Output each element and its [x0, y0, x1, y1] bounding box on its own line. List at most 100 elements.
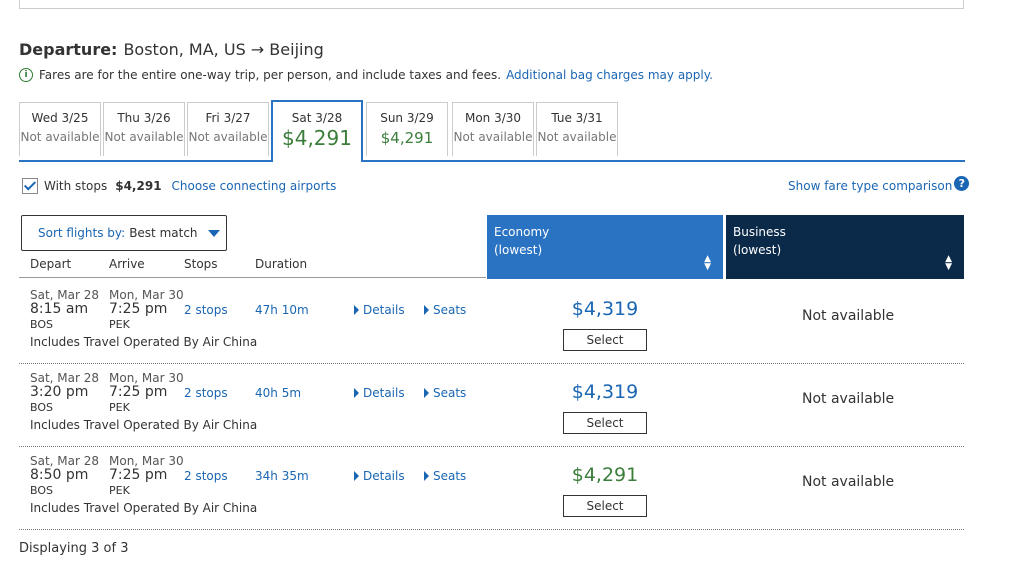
arrive-airport: PEK — [109, 401, 130, 414]
date-selector: Wed 3/25 Not available Thu 3/26 Not avai… — [19, 100, 965, 162]
info-icon: i — [19, 68, 33, 82]
date-tab-label: Thu 3/26 — [117, 111, 171, 125]
sort-label: Sort flights by: — [38, 226, 126, 240]
caret-right-icon — [424, 305, 429, 315]
fare-type-comparison-link[interactable]: Show fare type comparison — [788, 179, 953, 193]
sort-icon: ▲ ▼ — [945, 254, 952, 272]
results-count: Displaying 3 of 3 — [19, 541, 129, 556]
sort-value: Best match — [129, 226, 198, 240]
business-sub: (lowest) — [733, 243, 782, 257]
seats-link[interactable]: Seats — [424, 303, 466, 317]
sort-icon: ▲ ▼ — [704, 254, 711, 272]
column-arrive[interactable]: Arrive — [109, 257, 145, 271]
choose-connecting-airports-link[interactable]: Choose connecting airports — [171, 179, 337, 193]
date-tab-label: Sat 3/28 — [291, 111, 343, 125]
date-tab-tue-3-31[interactable]: Tue 3/31 Not available — [536, 102, 618, 156]
date-tab-value: $4,291 — [282, 126, 352, 150]
date-tab-value: $4,291 — [380, 129, 434, 147]
caret-down-icon — [207, 229, 220, 237]
stops-filter: With stops $4,291 Choose connecting airp… — [22, 178, 336, 194]
header-divider — [19, 277, 486, 278]
operator-note: Includes Travel Operated By Air China — [30, 418, 258, 432]
economy-price: $4,291 — [571, 464, 639, 486]
date-tab-sat-3-28[interactable]: Sat 3/28 $4,291 — [271, 100, 363, 162]
help-icon[interactable]: ? — [954, 175, 970, 191]
select-button[interactable]: Select — [563, 495, 647, 517]
business-fare: Not available — [802, 474, 895, 490]
duration: 40h 5m — [255, 386, 302, 400]
seats-link[interactable]: Seats — [424, 386, 466, 400]
date-tab-label: Fri 3/27 — [205, 111, 251, 125]
departure-label: Departure: — [19, 40, 118, 59]
flight-row: Sat, Mar 28 8:50 pm BOS Mon, Mar 30 7:25… — [19, 447, 964, 530]
column-stops[interactable]: Stops — [184, 257, 218, 271]
details-label: Details — [363, 303, 405, 317]
economy-sub: (lowest) — [494, 243, 543, 257]
date-tab-value: Not available — [453, 130, 533, 144]
depart-airport: BOS — [30, 401, 53, 414]
date-tab-thu-3-26[interactable]: Thu 3/26 Not available — [103, 102, 185, 156]
operator-note: Includes Travel Operated By Air China — [30, 335, 258, 349]
caret-right-icon — [354, 471, 359, 481]
with-stops-checkbox[interactable] — [22, 178, 38, 194]
details-label: Details — [363, 469, 405, 483]
seats-label: Seats — [433, 469, 467, 483]
seats-label: Seats — [433, 303, 467, 317]
select-button[interactable]: Select — [563, 412, 647, 434]
arrive-airport: PEK — [109, 318, 130, 331]
arrive-time: 7:25 pm — [109, 301, 168, 317]
flight-row: Sat, Mar 28 8:15 am BOS Mon, Mar 30 7:25… — [19, 281, 964, 364]
economy-column-header[interactable]: Economy (lowest) ▲ ▼ — [487, 215, 723, 279]
details-link[interactable]: Details — [354, 469, 405, 483]
seats-link[interactable]: Seats — [424, 469, 466, 483]
stops-link[interactable]: 2 stops — [184, 303, 228, 317]
business-column-header[interactable]: Business (lowest) ▲ ▼ — [726, 215, 964, 279]
details-link[interactable]: Details — [354, 386, 405, 400]
date-tab-wed-3-25[interactable]: Wed 3/25 Not available — [19, 102, 101, 156]
business-label: Business — [733, 225, 786, 239]
business-fare: Not available — [802, 308, 895, 324]
duration: 34h 35m — [255, 469, 309, 483]
sort-dropdown[interactable]: Sort flights by: Best match — [21, 215, 227, 251]
date-tab-value: Not available — [537, 130, 617, 144]
arrive-date: Mon, Mar 30 — [109, 454, 184, 468]
operator-note: Includes Travel Operated By Air China — [30, 501, 258, 515]
arrive-airport: PEK — [109, 484, 130, 497]
caret-right-icon — [354, 388, 359, 398]
date-tab-mon-3-30[interactable]: Mon 3/30 Not available — [452, 102, 534, 156]
column-duration[interactable]: Duration — [255, 257, 308, 271]
date-tab-value: Not available — [20, 130, 100, 144]
date-tab-value: Not available — [188, 130, 268, 144]
economy-label: Economy — [494, 225, 550, 239]
date-tab-sun-3-29[interactable]: Sun 3/29 $4,291 — [366, 102, 448, 156]
caret-right-icon — [424, 388, 429, 398]
depart-time: 8:15 am — [30, 301, 89, 317]
column-depart[interactable]: Depart — [30, 257, 72, 271]
depart-time: 3:20 pm — [30, 384, 89, 400]
arrive-time: 7:25 pm — [109, 467, 168, 483]
arrive-date: Mon, Mar 30 — [109, 288, 184, 302]
duration: 47h 10m — [255, 303, 309, 317]
stops-link[interactable]: 2 stops — [184, 469, 228, 483]
date-tab-fri-3-27[interactable]: Fri 3/27 Not available — [187, 102, 269, 156]
fare-comparison: Show fare type comparison ? — [788, 175, 970, 193]
fare-info: i Fares are for the entire one-way trip,… — [19, 68, 713, 82]
economy-price: $4,319 — [571, 381, 639, 403]
stops-link[interactable]: 2 stops — [184, 386, 228, 400]
with-stops-price: $4,291 — [115, 179, 162, 193]
search-panel-edge — [19, 0, 964, 9]
business-fare: Not available — [802, 391, 895, 407]
bag-charges-link[interactable]: Additional bag charges may apply. — [506, 68, 713, 82]
depart-time: 8:50 pm — [30, 467, 89, 483]
fare-info-text: Fares are for the entire one-way trip, p… — [39, 68, 502, 82]
date-tab-value: Not available — [104, 130, 184, 144]
depart-airport: BOS — [30, 318, 53, 331]
depart-date: Sat, Mar 28 — [30, 454, 100, 468]
date-tab-label: Sun 3/29 — [380, 111, 434, 125]
depart-airport: BOS — [30, 484, 53, 497]
select-button[interactable]: Select — [563, 329, 647, 351]
caret-right-icon — [424, 471, 429, 481]
details-link[interactable]: Details — [354, 303, 405, 317]
with-stops-label: With stops — [44, 179, 108, 193]
departure-route: Boston, MA, US → Beijing — [123, 40, 324, 59]
